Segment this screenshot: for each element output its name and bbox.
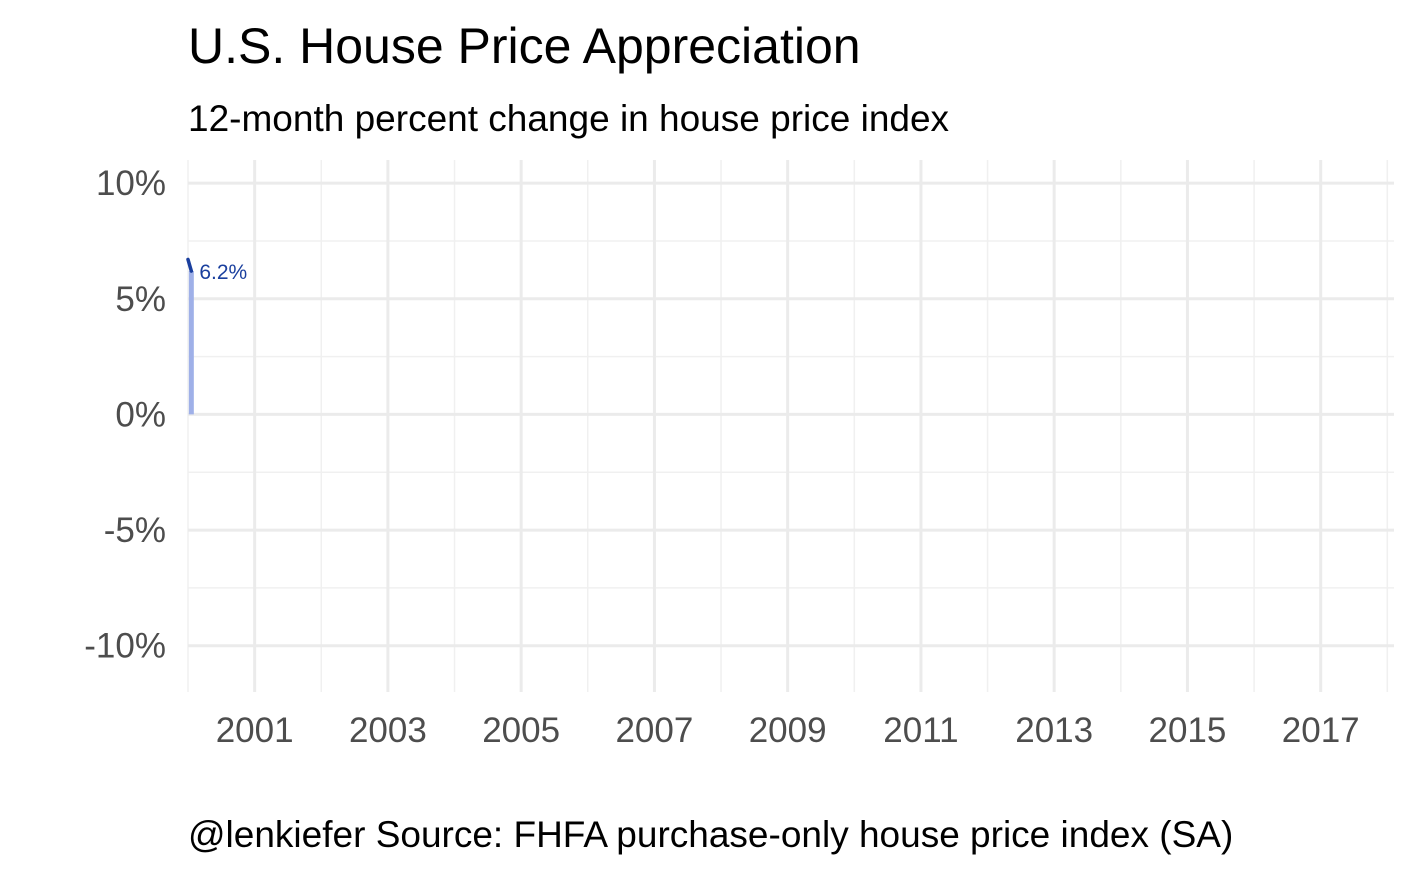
chart-title: U.S. House Price Appreciation xyxy=(188,18,861,74)
x-tick-label: 2013 xyxy=(1015,711,1093,750)
x-tick-label: 2009 xyxy=(749,711,827,750)
chart-caption: @lenkiefer Source: FHFA purchase-only ho… xyxy=(188,814,1234,855)
series-line xyxy=(186,257,194,273)
x-tick-label: 2015 xyxy=(1149,711,1227,750)
y-axis-tick-labels: -10% -5% 0% 5% 10% xyxy=(84,164,166,666)
y-tick-label: 10% xyxy=(96,164,166,203)
y-tick-label: -5% xyxy=(104,511,166,550)
x-axis-tick-labels: 2001 2003 2005 2007 2009 2011 2013 2015 2017 xyxy=(216,711,1360,750)
y-tick-label: 5% xyxy=(115,280,166,319)
minor-gridlines xyxy=(187,160,1394,692)
x-tick-label: 2005 xyxy=(482,711,560,750)
x-tick-label: 2011 xyxy=(883,711,958,750)
chart-subtitle: 12-month percent change in house price i… xyxy=(188,98,950,139)
x-tick-label: 2003 xyxy=(349,711,427,750)
x-tick-label: 2001 xyxy=(216,711,294,750)
x-tick-label: 2017 xyxy=(1282,711,1360,750)
data-marks: 6.2% xyxy=(186,257,247,415)
x-tick-label: 2007 xyxy=(615,711,693,750)
y-tick-label: -10% xyxy=(84,627,166,666)
y-tick-label: 0% xyxy=(115,395,166,434)
value-label: 6.2% xyxy=(199,261,247,284)
major-gridlines xyxy=(188,160,1394,692)
